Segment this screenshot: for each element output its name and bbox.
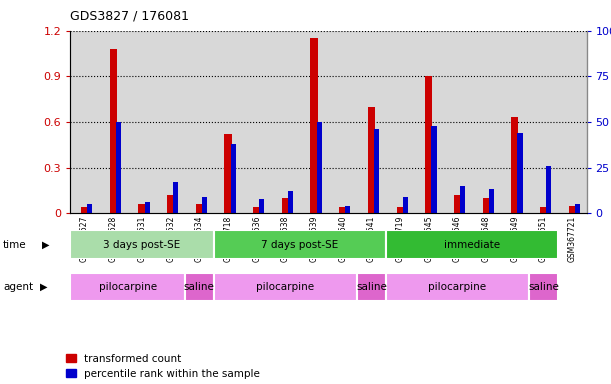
Text: 3 days post-SE: 3 days post-SE bbox=[103, 240, 181, 250]
Text: ▶: ▶ bbox=[40, 282, 47, 292]
Bar bbox=[518, 133, 522, 213]
Bar bbox=[483, 198, 490, 213]
Bar bbox=[454, 195, 461, 213]
Bar bbox=[300, 31, 329, 213]
Bar bbox=[202, 197, 207, 213]
Bar bbox=[425, 76, 433, 213]
Text: agent: agent bbox=[3, 282, 33, 292]
Text: GDS3827 / 176081: GDS3827 / 176081 bbox=[70, 10, 189, 23]
Bar bbox=[224, 134, 232, 213]
Bar bbox=[70, 273, 185, 301]
Bar bbox=[116, 122, 121, 213]
Bar bbox=[489, 189, 494, 213]
Text: pilocarpine: pilocarpine bbox=[428, 282, 486, 292]
Bar bbox=[511, 118, 519, 213]
Bar bbox=[472, 31, 500, 213]
Text: saline: saline bbox=[356, 282, 387, 292]
Bar bbox=[185, 31, 214, 213]
Bar bbox=[145, 202, 150, 213]
Text: pilocarpine: pilocarpine bbox=[257, 282, 315, 292]
Bar bbox=[329, 31, 357, 213]
Bar bbox=[316, 122, 322, 213]
Text: ▶: ▶ bbox=[42, 240, 49, 250]
Text: time: time bbox=[3, 240, 27, 250]
Bar bbox=[546, 166, 551, 213]
Bar bbox=[345, 206, 351, 213]
Bar bbox=[540, 207, 547, 213]
Text: saline: saline bbox=[528, 282, 559, 292]
Bar bbox=[167, 195, 174, 213]
Bar bbox=[230, 144, 236, 213]
Bar bbox=[156, 31, 185, 213]
Bar bbox=[368, 107, 375, 213]
Bar bbox=[214, 273, 357, 301]
Bar bbox=[87, 204, 92, 213]
Bar bbox=[529, 273, 558, 301]
Bar bbox=[386, 273, 529, 301]
Bar bbox=[81, 207, 88, 213]
Bar bbox=[403, 197, 408, 213]
Bar bbox=[259, 199, 265, 213]
Bar bbox=[214, 31, 243, 213]
Bar bbox=[374, 129, 379, 213]
Bar bbox=[500, 31, 529, 213]
Bar bbox=[397, 207, 404, 213]
Bar bbox=[357, 31, 386, 213]
Bar bbox=[558, 31, 587, 213]
Legend: transformed count, percentile rank within the sample: transformed count, percentile rank withi… bbox=[67, 354, 260, 379]
Bar bbox=[99, 31, 128, 213]
Text: immediate: immediate bbox=[444, 240, 500, 250]
Text: pilocarpine: pilocarpine bbox=[98, 282, 156, 292]
Bar bbox=[431, 126, 436, 213]
Bar bbox=[271, 31, 300, 213]
Bar bbox=[70, 230, 214, 259]
Bar bbox=[138, 204, 145, 213]
Bar bbox=[196, 204, 203, 213]
Bar bbox=[174, 182, 178, 213]
Bar bbox=[460, 186, 465, 213]
Bar bbox=[443, 31, 472, 213]
Bar bbox=[310, 38, 318, 213]
Bar bbox=[575, 204, 580, 213]
Bar bbox=[529, 31, 558, 213]
Bar bbox=[214, 230, 386, 259]
Bar bbox=[357, 273, 386, 301]
Bar bbox=[243, 31, 271, 213]
Bar bbox=[569, 205, 576, 213]
Text: saline: saline bbox=[184, 282, 215, 292]
Bar bbox=[288, 191, 293, 213]
Bar bbox=[282, 198, 289, 213]
Bar bbox=[386, 31, 414, 213]
Text: 7 days post-SE: 7 days post-SE bbox=[261, 240, 338, 250]
Bar bbox=[386, 230, 558, 259]
Bar bbox=[185, 273, 214, 301]
Bar bbox=[253, 207, 260, 213]
Bar bbox=[128, 31, 156, 213]
Bar bbox=[339, 207, 346, 213]
Bar bbox=[414, 31, 443, 213]
Bar bbox=[70, 31, 99, 213]
Bar bbox=[110, 49, 117, 213]
